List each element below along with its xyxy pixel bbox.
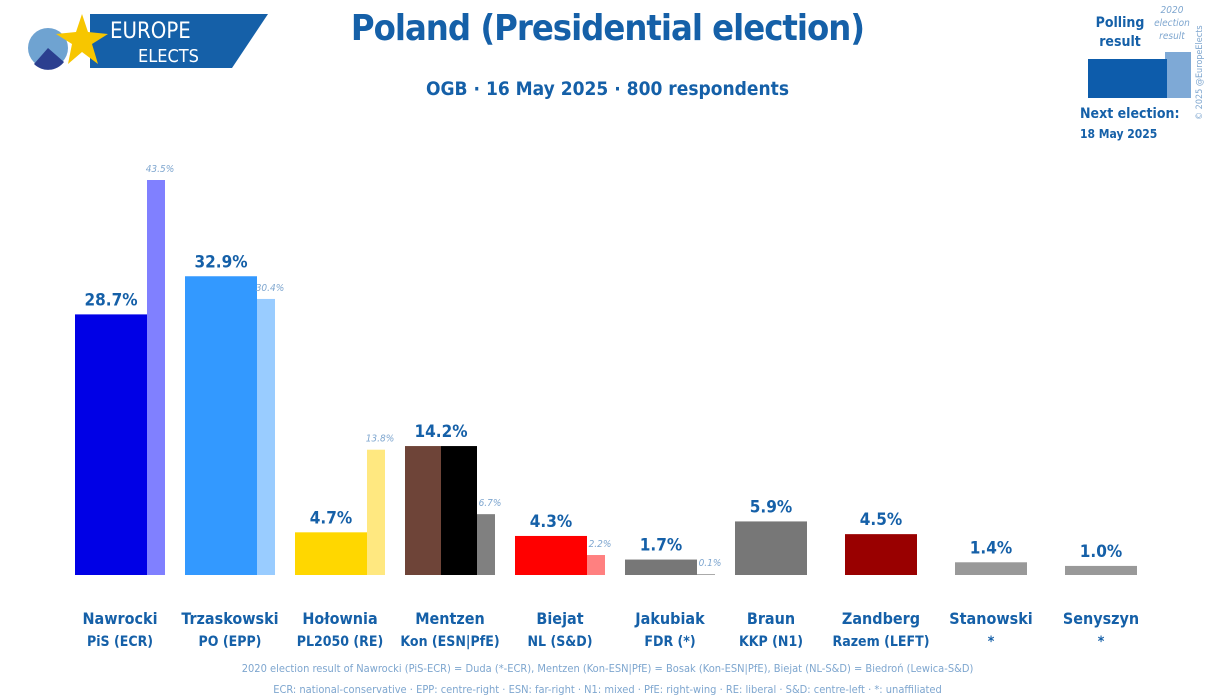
bar-polling-Senyszyn: [1065, 565, 1137, 575]
category-label-Senyszyn: Senyszyn: [1063, 609, 1139, 628]
bar-chart: 43.5% 28.7% Nawrocki PiS (ECR) 30.4% 32.9% Trz…: [75, 164, 1139, 650]
bar-previous-Jakubiak: [697, 574, 715, 575]
bar-polling-Stanowski: [955, 562, 1027, 575]
label-polling-Braun: 5.9%: [750, 497, 792, 517]
label-previous-Hołownia: 13.8%: [366, 434, 395, 445]
label-previous-Nawrocki: 43.5%: [146, 164, 175, 175]
category-label-Stanowski: Stanowski: [949, 609, 1032, 628]
logo-line2: ELECTS: [138, 46, 199, 67]
logo-line1: EUROPE: [110, 19, 191, 44]
bar-previous-Hołownia: [367, 449, 385, 575]
bar-polling-Mentzen-b: [441, 446, 477, 575]
bar-previous-Nawrocki: [147, 180, 165, 575]
party-label-Biejat: NL (S&D): [528, 634, 593, 650]
bar-polling-Nawrocki: [75, 314, 147, 575]
party-label-Senyszyn: *: [1098, 634, 1105, 650]
bar-previous-Trzaskowski: [257, 298, 275, 575]
label-previous-Biejat: 2.2%: [589, 539, 612, 550]
label-polling-Trzaskowski: 32.9%: [194, 252, 247, 272]
page-subtitle: OGB · 16 May 2025 · 800 respondents: [425, 78, 790, 100]
legend-previous-label: 2020 election result: [1154, 5, 1190, 42]
label-previous-Trzaskowski: 30.4%: [256, 283, 285, 294]
party-label-Nawrocki: PiS (ECR): [87, 634, 153, 650]
legend-previous-swatch: [1088, 59, 1167, 98]
category-label-Mentzen: Mentzen: [415, 609, 485, 628]
bar-polling-Braun: [735, 521, 807, 575]
category-label-Biejat: Biejat: [536, 609, 583, 628]
footer-note: 2020 election result of Nawrocki (PiS-EC…: [241, 662, 974, 675]
label-previous-Jakubiak: 0.1%: [699, 558, 722, 569]
page-title: Poland (Presidential election): [350, 8, 865, 49]
party-label-Jakubiak: FDR (*): [644, 634, 695, 650]
party-label-Zandberg: Razem (LEFT): [833, 634, 930, 650]
party-label-Hołownia: PL2050 (RE): [297, 634, 384, 650]
bar-polling-Jakubiak: [625, 559, 697, 575]
legend-polling-label: Polling result: [1095, 15, 1145, 50]
party-label-Mentzen: Kon (ESN|PfE): [400, 634, 499, 650]
bar-previous-Biejat: [587, 555, 605, 575]
party-label-Braun: KKP (N1): [739, 634, 803, 650]
label-polling-Nawrocki: 28.7%: [84, 290, 137, 310]
europe-elects-logo: EUROPE ELECTS: [28, 14, 268, 70]
category-label-Braun: Braun: [747, 609, 795, 628]
party-label-Trzaskowski: PO (EPP): [199, 634, 262, 650]
bar-polling-Mentzen: [405, 446, 441, 575]
label-polling-Senyszyn: 1.0%: [1080, 542, 1122, 562]
legend-polling-swatch: [1165, 52, 1191, 98]
label-polling-Mentzen: 14.2%: [414, 422, 467, 442]
label-polling-Jakubiak: 1.7%: [640, 536, 682, 556]
bar-polling-Biejat: [515, 535, 587, 575]
label-previous-Mentzen: 6.7%: [479, 498, 502, 509]
category-label-Hołownia: Hołownia: [302, 609, 377, 628]
bar-polling-Trzaskowski: [185, 276, 257, 575]
label-polling-Hołownia: 4.7%: [310, 508, 352, 528]
category-label-Nawrocki: Nawrocki: [82, 609, 157, 628]
label-polling-Biejat: 4.3%: [530, 512, 572, 532]
bar-polling-Zandberg: [845, 534, 917, 575]
next-election-date: 18 May 2025: [1080, 127, 1158, 141]
category-label-Trzaskowski: Trzaskowski: [181, 609, 278, 628]
label-polling-Stanowski: 1.4%: [970, 538, 1012, 558]
label-polling-Zandberg: 4.5%: [860, 510, 902, 530]
category-label-Zandberg: Zandberg: [842, 609, 920, 628]
footer-groups: ECR: national-conservative · EPP: centre…: [273, 683, 942, 696]
bar-polling-Hołownia: [295, 532, 367, 575]
party-label-Stanowski: *: [988, 634, 995, 650]
bar-previous-Mentzen: [477, 514, 495, 575]
category-label-Jakubiak: Jakubiak: [634, 609, 705, 628]
next-election-label: Next election:: [1080, 106, 1180, 122]
